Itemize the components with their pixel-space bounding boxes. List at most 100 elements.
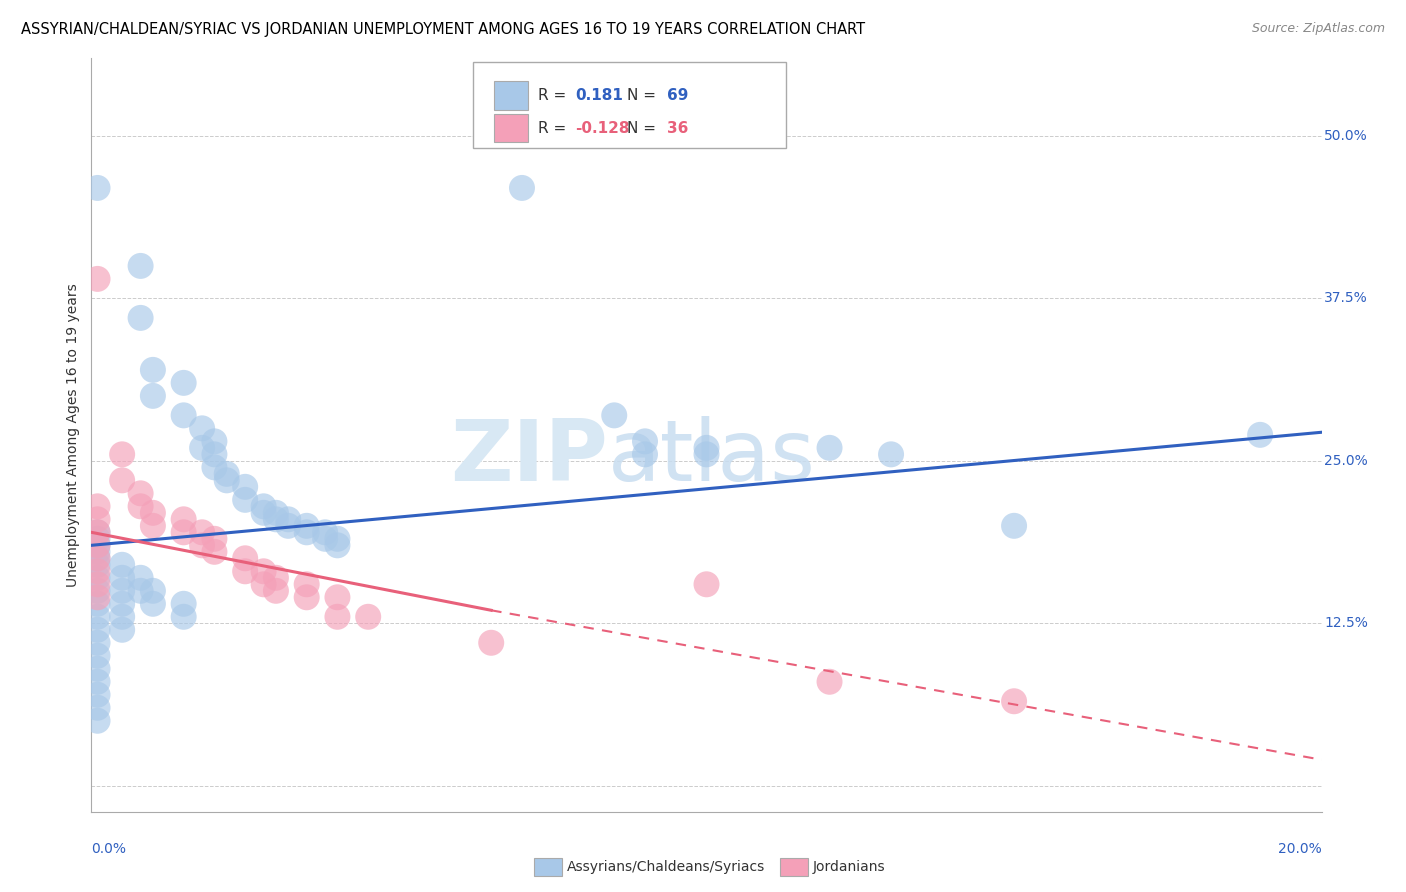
Point: [253, 500, 276, 514]
Text: Source: ZipAtlas.com: Source: ZipAtlas.com: [1251, 22, 1385, 36]
Point: [233, 492, 256, 507]
Point: [818, 441, 841, 455]
Point: [326, 591, 349, 605]
Point: [215, 467, 238, 481]
Point: [86, 551, 108, 566]
Point: [326, 532, 349, 546]
Point: [86, 545, 108, 559]
Point: [86, 272, 108, 286]
Point: [603, 409, 626, 423]
Point: [86, 538, 108, 552]
Text: 36: 36: [666, 120, 689, 136]
Point: [86, 662, 108, 676]
Text: N =: N =: [627, 120, 661, 136]
Point: [86, 688, 108, 702]
Point: [696, 577, 718, 591]
Point: [634, 447, 657, 461]
Point: [129, 259, 152, 273]
Text: 69: 69: [666, 88, 689, 103]
Point: [202, 545, 225, 559]
Point: [142, 583, 165, 598]
Text: -0.128: -0.128: [575, 120, 630, 136]
Point: [277, 518, 299, 533]
Point: [86, 700, 108, 714]
Point: [86, 648, 108, 663]
Point: [696, 447, 718, 461]
Point: [173, 512, 195, 526]
Point: [191, 525, 214, 540]
Point: [202, 434, 225, 449]
Point: [142, 363, 165, 377]
Point: [86, 500, 108, 514]
Text: Assyrians/Chaldeans/Syriacs: Assyrians/Chaldeans/Syriacs: [567, 860, 765, 874]
Point: [1002, 694, 1025, 708]
Point: [86, 525, 108, 540]
Point: [326, 609, 349, 624]
Point: [173, 409, 195, 423]
Point: [86, 636, 108, 650]
Text: 0.0%: 0.0%: [91, 842, 127, 855]
Point: [142, 506, 165, 520]
Point: [264, 512, 287, 526]
Text: 37.5%: 37.5%: [1324, 292, 1368, 305]
Text: 20.0%: 20.0%: [1278, 842, 1322, 855]
Point: [111, 447, 134, 461]
Point: [129, 583, 152, 598]
Point: [191, 441, 214, 455]
Point: [111, 571, 134, 585]
Point: [233, 551, 256, 566]
Point: [173, 597, 195, 611]
Point: [253, 577, 276, 591]
Point: [202, 532, 225, 546]
Bar: [494, 114, 529, 143]
Point: [202, 447, 225, 461]
Text: 12.5%: 12.5%: [1324, 616, 1368, 631]
Point: [173, 376, 195, 390]
Point: [818, 674, 841, 689]
Point: [129, 310, 152, 325]
Text: N =: N =: [627, 88, 661, 103]
Point: [326, 538, 349, 552]
Point: [479, 636, 502, 650]
Point: [111, 623, 134, 637]
Point: [86, 597, 108, 611]
Point: [142, 389, 165, 403]
Point: [314, 532, 336, 546]
Text: ZIP: ZIP: [450, 416, 607, 499]
Point: [86, 538, 108, 552]
Point: [86, 571, 108, 585]
Point: [86, 532, 108, 546]
Text: atlas: atlas: [607, 416, 815, 499]
Point: [264, 571, 287, 585]
Point: [277, 512, 299, 526]
Point: [142, 597, 165, 611]
Point: [253, 564, 276, 578]
Point: [86, 674, 108, 689]
Point: [86, 551, 108, 566]
Text: 25.0%: 25.0%: [1324, 454, 1368, 467]
Point: [86, 181, 108, 195]
Point: [86, 558, 108, 572]
Text: R =: R =: [538, 88, 571, 103]
Point: [295, 525, 318, 540]
Point: [191, 421, 214, 435]
Bar: [494, 81, 529, 110]
Text: ASSYRIAN/CHALDEAN/SYRIAC VS JORDANIAN UNEMPLOYMENT AMONG AGES 16 TO 19 YEARS COR: ASSYRIAN/CHALDEAN/SYRIAC VS JORDANIAN UN…: [21, 22, 865, 37]
Text: R =: R =: [538, 120, 571, 136]
Point: [111, 583, 134, 598]
Point: [215, 473, 238, 487]
Text: 50.0%: 50.0%: [1324, 129, 1368, 143]
Point: [173, 609, 195, 624]
Point: [111, 597, 134, 611]
Point: [253, 506, 276, 520]
Text: Jordanians: Jordanians: [813, 860, 886, 874]
Point: [86, 623, 108, 637]
Point: [295, 591, 318, 605]
Point: [264, 583, 287, 598]
Point: [357, 609, 380, 624]
Point: [1249, 427, 1271, 442]
Point: [86, 609, 108, 624]
Point: [295, 518, 318, 533]
Point: [111, 473, 134, 487]
Point: [634, 434, 657, 449]
